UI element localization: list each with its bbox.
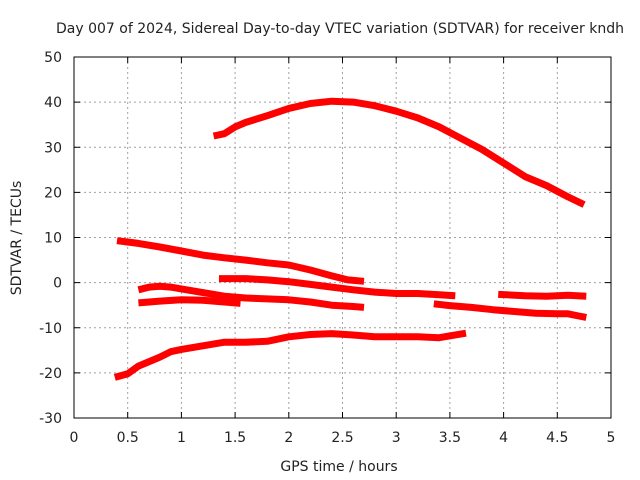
grid-lines xyxy=(74,57,611,418)
y-tick-label: 20 xyxy=(44,185,62,201)
x-tick-label: 0.5 xyxy=(117,430,139,446)
x-axis-label: GPS time / hours xyxy=(280,459,397,475)
x-axis: 0 0.5 1 1.5 2 2.5 3 3.5 4 4.5 5 xyxy=(70,57,616,446)
y-axis: -30 -20 -10 0 10 20 30 40 50 xyxy=(39,50,611,427)
y-tick-label: 30 xyxy=(44,140,62,156)
series-line-arc-4 xyxy=(137,282,365,311)
y-tick-label: 0 xyxy=(53,276,62,292)
series-line-arc-7 xyxy=(498,290,587,300)
y-tick-label: 10 xyxy=(44,231,62,247)
y-tick-label: 40 xyxy=(44,95,62,111)
y-tick-label: -30 xyxy=(39,411,62,427)
series-line-arc-8 xyxy=(113,329,467,381)
chart-title: Day 007 of 2024, Sidereal Day-to-day VTE… xyxy=(56,21,624,37)
y-tick-label: -10 xyxy=(39,321,62,337)
x-tick-label: 0 xyxy=(70,430,79,446)
x-tick-label: 2 xyxy=(284,430,293,446)
y-axis-label: SDTVAR / TECUs xyxy=(9,181,25,296)
x-tick-label: 2.5 xyxy=(331,430,353,446)
y-tick-label: 50 xyxy=(44,50,62,66)
x-tick-label: 3 xyxy=(392,430,401,446)
x-tick-label: 3.5 xyxy=(439,430,461,446)
x-tick-label: 1.5 xyxy=(224,430,246,446)
series-line-arc-5 xyxy=(138,296,241,307)
x-tick-label: 5 xyxy=(607,430,616,446)
series-line-arc-6 xyxy=(433,300,587,321)
x-tick-label: 4 xyxy=(499,430,508,446)
series-line-arc-2 xyxy=(116,237,365,285)
data-series xyxy=(113,97,587,381)
series-line-arc-1 xyxy=(212,97,586,208)
series-line-arc-3 xyxy=(219,275,456,300)
x-tick-label: 1 xyxy=(177,430,186,446)
x-tick-label: 4.5 xyxy=(546,430,568,446)
y-tick-label: -20 xyxy=(39,366,62,382)
